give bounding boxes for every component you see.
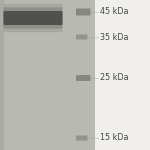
FancyBboxPatch shape — [3, 7, 63, 29]
Bar — [0, 0, 94, 150]
FancyBboxPatch shape — [76, 9, 90, 15]
Text: 25 kDa: 25 kDa — [100, 74, 129, 82]
Text: 45 kDa: 45 kDa — [100, 8, 129, 16]
Bar — [94, 0, 150, 150]
FancyBboxPatch shape — [3, 4, 63, 32]
Bar — [0, 0, 4, 150]
Text: 35 kDa: 35 kDa — [100, 33, 129, 42]
FancyBboxPatch shape — [76, 75, 90, 81]
FancyBboxPatch shape — [76, 135, 87, 141]
FancyBboxPatch shape — [3, 11, 63, 25]
Text: 15 kDa: 15 kDa — [100, 134, 129, 142]
FancyBboxPatch shape — [76, 34, 87, 39]
